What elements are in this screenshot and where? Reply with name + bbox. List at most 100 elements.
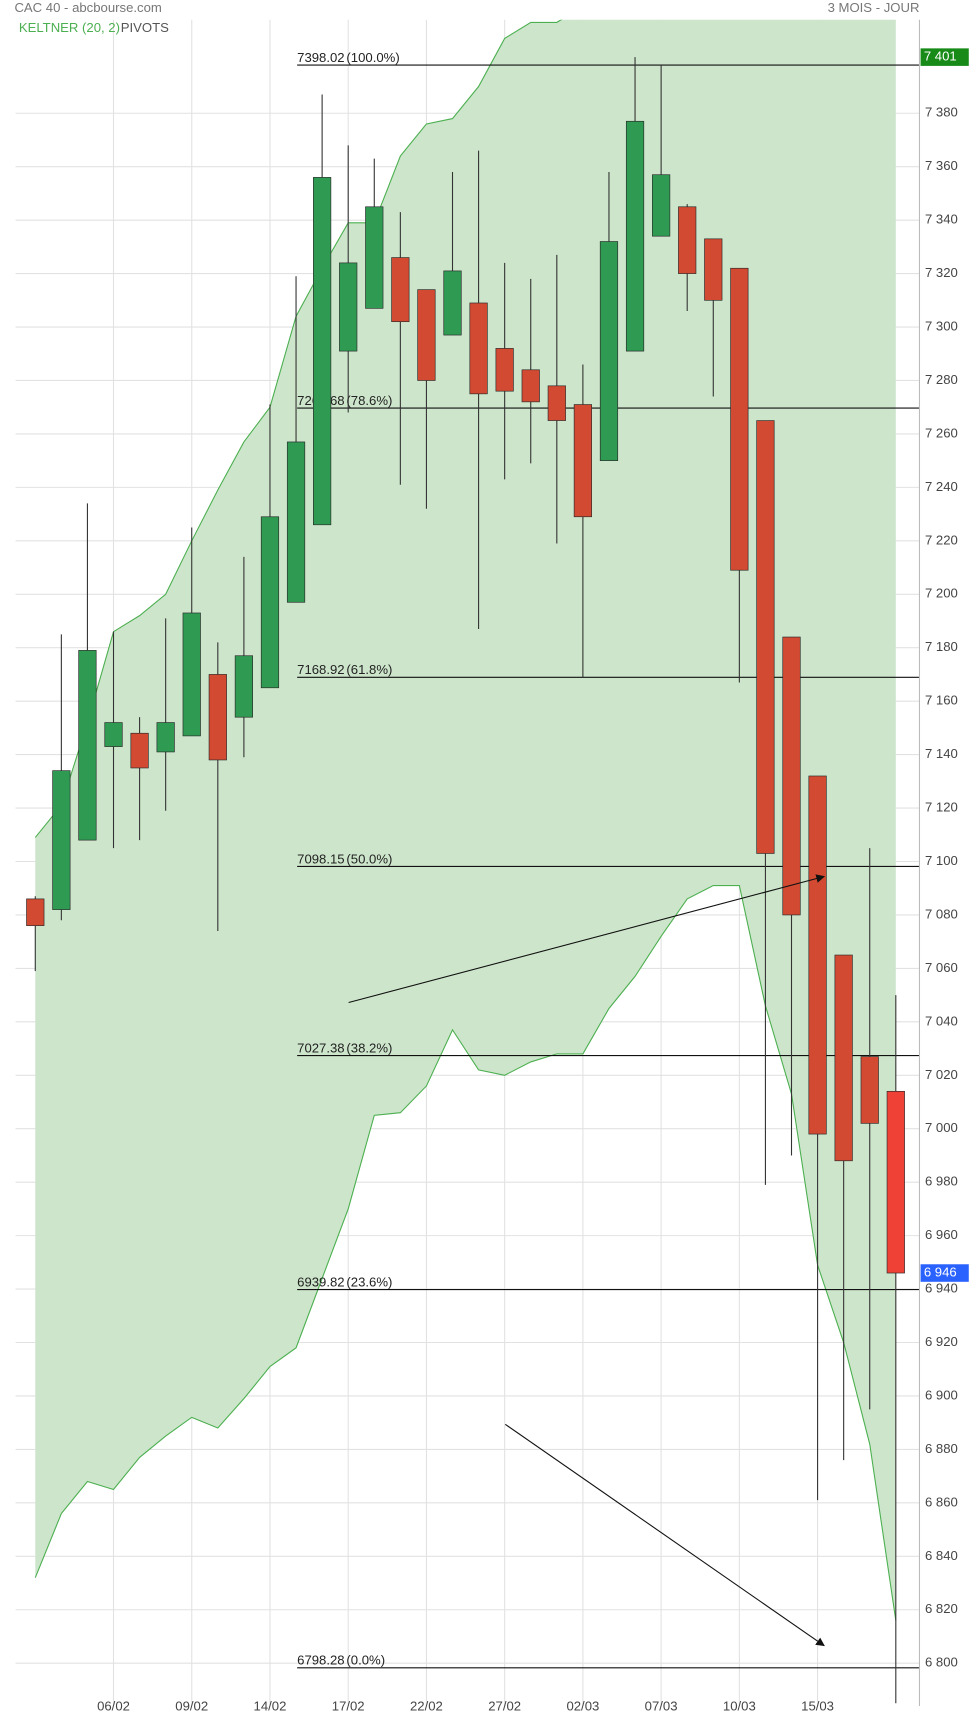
price-tag-label: 7 401	[924, 49, 957, 64]
pivot-label: (38.2%)	[346, 1040, 392, 1055]
y-tick-label: 7 000	[925, 1120, 958, 1135]
y-tick-label: 7 340	[925, 212, 958, 227]
price-tag	[920, 1264, 969, 1282]
y-tick-label: 6 860	[925, 1494, 958, 1509]
chart-title: CAC 40 - abcbourse.com	[14, 0, 161, 15]
candle-body	[782, 636, 801, 916]
axis: 6 800 6 820 6 840 6 860 6 880 6 900 6 920 6 940…	[97, 48, 969, 1714]
pivot-value: 7398.02	[297, 50, 344, 65]
y-tick-label: 7 180	[925, 639, 958, 654]
y-tick-label: 6 980	[925, 1174, 958, 1189]
y-tick-label: 7 040	[925, 1013, 958, 1028]
x-tick-label: 10/03	[723, 1699, 756, 1714]
y-tick-label: 7 280	[925, 372, 958, 387]
pivot-value: 6939.82	[297, 1274, 344, 1289]
y-tick-label: 7 240	[925, 479, 958, 494]
y-tick-label: 7 320	[925, 265, 958, 280]
candle-body	[78, 650, 97, 841]
candle-body	[208, 674, 227, 761]
candle-body	[730, 267, 749, 571]
band-fill	[35, 19, 896, 1621]
pivot-label: (61.8%)	[346, 662, 392, 677]
x-tick-label: 06/02	[97, 1699, 130, 1714]
candle-body	[234, 655, 253, 718]
candle-body	[599, 241, 619, 461]
candles	[26, 57, 905, 1704]
y-tick-label: 6 900	[925, 1387, 958, 1402]
y-tick-label: 7 020	[925, 1067, 958, 1082]
y-tick-label: 6 840	[925, 1548, 958, 1563]
y-tick-label: 7 220	[925, 532, 958, 547]
y-tick-label: 7 060	[925, 960, 958, 975]
candle-body	[313, 177, 332, 526]
y-tick-label: 6 920	[925, 1334, 958, 1349]
pivot-label: (78.6%)	[346, 393, 392, 408]
x-tick-label: 17/02	[332, 1699, 365, 1714]
pivot-value: 6798.28	[297, 1653, 344, 1668]
y-tick-label: 7 080	[925, 906, 958, 921]
candle-body	[443, 270, 462, 336]
candle-body	[704, 238, 723, 301]
band-line	[34, 19, 563, 838]
candle-body	[365, 206, 384, 309]
candle-body	[339, 262, 358, 352]
price-tag-label: 6 946	[924, 1265, 957, 1280]
x-tick-label: 14/02	[254, 1699, 287, 1714]
pivot-value: 7027.38	[297, 1040, 344, 1055]
candle-body	[547, 385, 566, 421]
y-tick-label: 6 800	[925, 1655, 958, 1670]
candle-body	[834, 954, 853, 1162]
candle-body	[860, 1056, 879, 1124]
candle-body	[52, 770, 71, 910]
candle-body	[469, 302, 488, 395]
candle-body	[756, 420, 775, 854]
candle-body	[104, 722, 123, 747]
y-tick-label: 7 120	[925, 800, 958, 815]
price-tag	[920, 48, 969, 66]
band	[34, 19, 897, 1621]
pivots: 7398.02(100.0%)7269.68(78.6%)7168.92(61.…	[297, 50, 920, 1669]
chart-subtitle: 3 MOIS - JOUR	[828, 0, 920, 15]
y-tick-label: 6 940	[925, 1281, 958, 1296]
pivot-label: (50.0%)	[346, 851, 392, 866]
candle-body	[286, 441, 306, 603]
candle-body	[417, 289, 436, 381]
candle-body	[391, 257, 410, 323]
candle-body	[808, 775, 827, 1135]
y-tick-label: 7 160	[925, 693, 958, 708]
y-tick-label: 7 200	[925, 586, 958, 601]
legend-item[interactable]: PIVOTS	[121, 20, 169, 35]
y-tick-label: 6 880	[925, 1441, 958, 1456]
pivot-label: (23.6%)	[346, 1274, 392, 1289]
y-tick-label: 7 260	[925, 425, 958, 440]
trend-arrow	[348, 874, 826, 1004]
candle-body	[260, 516, 280, 689]
candle-body	[521, 369, 540, 403]
x-tick-label: 22/02	[410, 1699, 443, 1714]
y-tick-label: 6 960	[925, 1227, 958, 1242]
candle-body	[886, 1090, 905, 1274]
candle-body	[652, 174, 671, 237]
y-tick-label: 7 360	[925, 158, 958, 173]
candle-body	[495, 348, 514, 392]
pivot-label: (100.0%)	[346, 50, 399, 65]
candle-body	[678, 206, 697, 274]
pivot-label: (0.0%)	[346, 1653, 385, 1668]
candle-body	[130, 732, 149, 769]
candle-body	[26, 898, 45, 926]
y-tick-label: 7 300	[925, 319, 958, 334]
candle-body	[573, 404, 592, 518]
x-tick-label: 27/02	[488, 1699, 521, 1714]
x-tick-label: 09/02	[175, 1699, 208, 1714]
candle-body	[625, 120, 645, 352]
legend-item[interactable]: KELTNER (20, 2)	[19, 20, 120, 35]
y-tick-label: 7 100	[925, 853, 958, 868]
x-tick-label: 15/03	[801, 1699, 834, 1714]
x-tick-label: 02/03	[566, 1699, 599, 1714]
trend-arrow	[505, 1423, 825, 1647]
x-tick-label: 07/03	[645, 1699, 678, 1714]
candle-body	[182, 612, 201, 737]
pivot-value: 7098.15	[297, 851, 344, 866]
